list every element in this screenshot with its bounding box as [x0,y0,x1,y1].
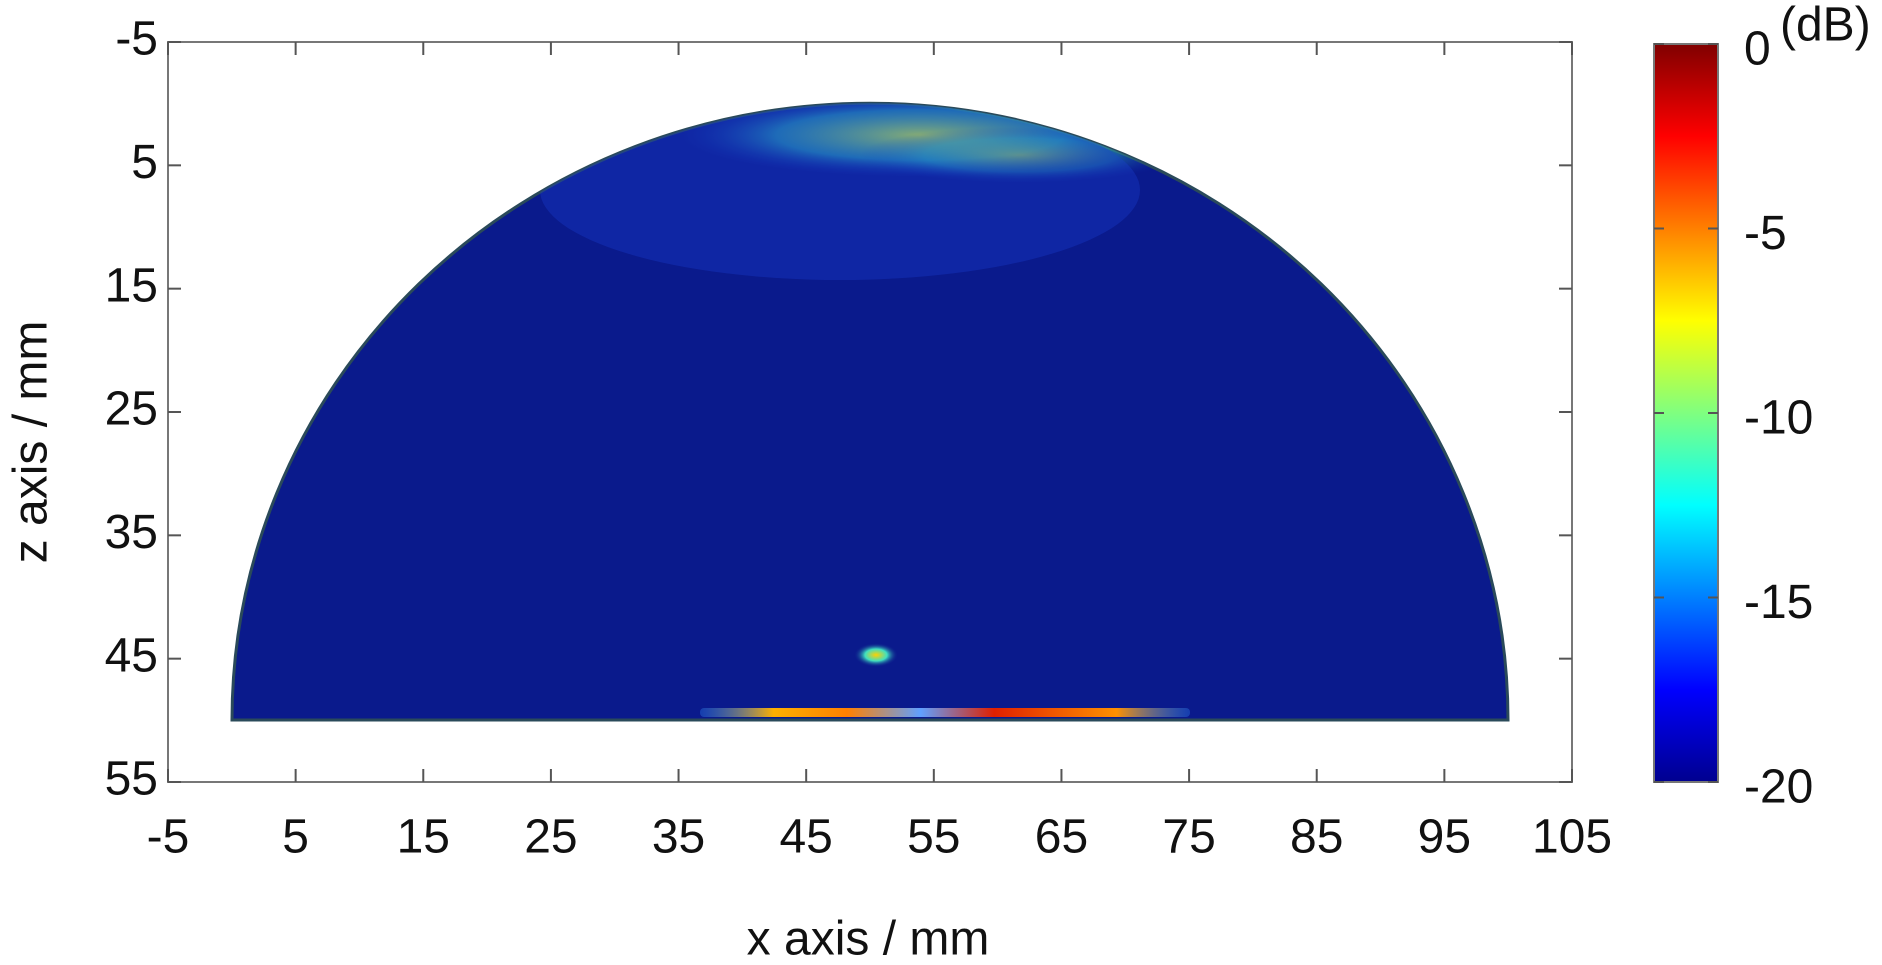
y-tick-label: 15 [105,259,158,312]
colorbar [1653,43,1719,783]
colorbar-tick-label: -5 [1744,207,1787,260]
y-tick-label: 55 [105,753,158,806]
colorbar-tick-label: -15 [1744,576,1813,629]
y-tick-label: 35 [105,506,158,559]
x-tick-label: 75 [1162,811,1215,864]
y-axis-label: z axis / mm [5,321,58,564]
x-tick-label: 65 [1035,811,1088,864]
plot-image [230,101,1510,722]
x-tick-label: -5 [147,811,190,864]
x-tick-label: 35 [652,811,705,864]
colorbar-tick-label: -10 [1744,392,1813,445]
x-tick-label: 105 [1532,811,1612,864]
x-tick-label: 95 [1418,811,1471,864]
colorbar-tick-label: 0 [1744,23,1771,76]
x-tick-label: 85 [1290,811,1343,864]
x-tick-label: 45 [779,811,832,864]
y-tick-label: 5 [131,136,158,189]
y-tick-label: 45 [105,629,158,682]
colorbar-tick-label: -20 [1744,761,1813,814]
x-tick-label: 15 [397,811,450,864]
x-tick-label: 5 [282,811,309,864]
x-tick-label: 25 [524,811,577,864]
image-region [230,101,1510,722]
x-axis-label: x axis / mm [747,913,990,965]
y-tick-label: -5 [115,13,158,66]
y-tick-label: 25 [105,383,158,436]
colorbar-label: (dB) [1780,0,1871,52]
x-tick-label: 55 [907,811,960,864]
